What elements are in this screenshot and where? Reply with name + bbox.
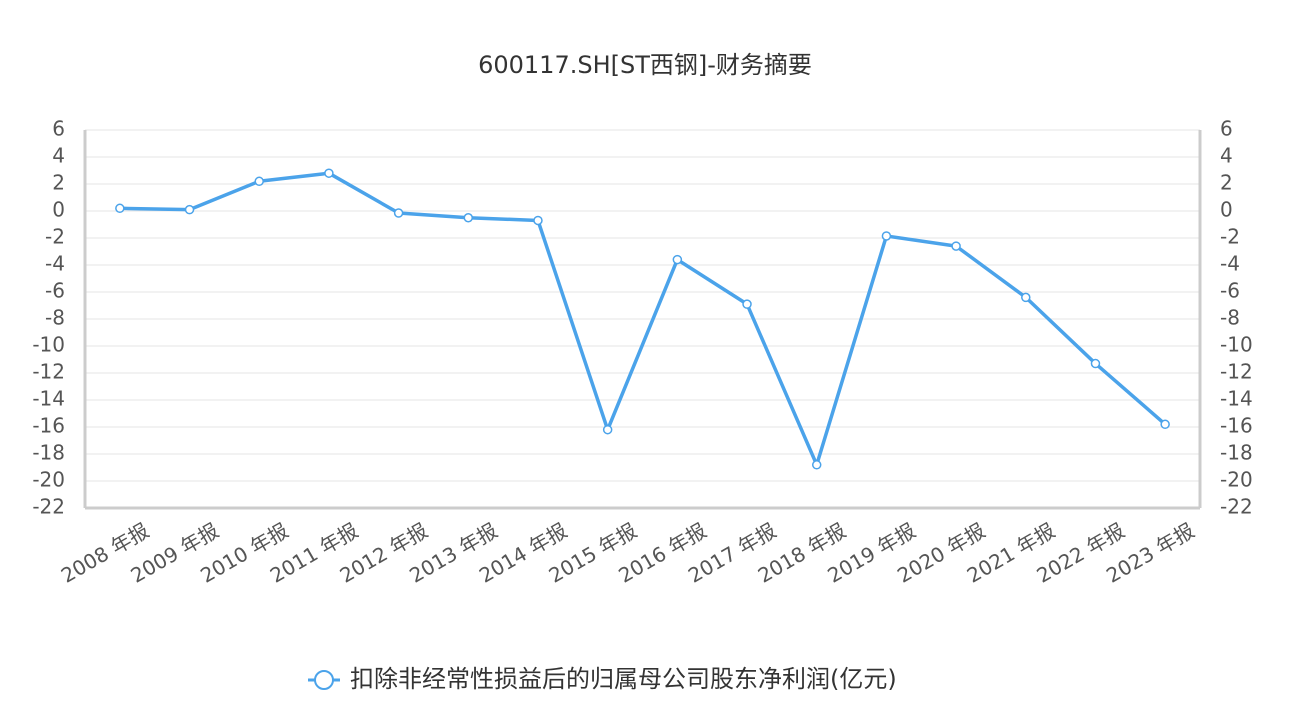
- y-tick-label: -6: [45, 279, 65, 303]
- point: [115, 203, 125, 214]
- y-tick-label: 6: [52, 117, 65, 141]
- y2-tick-label: -22: [1220, 495, 1253, 519]
- legend-item: 扣除非经常性损益后的归属母公司股东净利润(亿元): [308, 665, 897, 693]
- point: [393, 208, 404, 218]
- chart-title: 600117.SH[ST西钢]-财务摘要: [478, 51, 812, 79]
- y2-tick-label: -4: [1220, 252, 1240, 276]
- point: [672, 254, 683, 265]
- y2-tick-label: -14: [1220, 387, 1253, 411]
- y-tick-label: -8: [45, 306, 65, 330]
- y-tick-label: -10: [32, 333, 65, 357]
- y2-tick-label: -6: [1220, 279, 1240, 303]
- y-tick-label: -2: [45, 225, 65, 249]
- y2-tick-label: 4: [1220, 144, 1233, 168]
- point: [881, 231, 892, 241]
- line: [119, 171, 1167, 467]
- legend-label: 扣除非经常性损益后的归属母公司股东净利润(亿元): [350, 665, 897, 693]
- y2-tick-label: -20: [1220, 468, 1253, 492]
- y-tick-label: 0: [52, 198, 65, 222]
- point: [811, 460, 822, 470]
- point: [463, 213, 474, 223]
- point: [184, 204, 195, 215]
- point: [1021, 292, 1031, 303]
- y2-tick-label: -8: [1220, 306, 1240, 330]
- y-tick-label: -4: [45, 252, 65, 276]
- point: [742, 299, 752, 309]
- y2-tick-label: -16: [1220, 414, 1253, 438]
- y2-tick-label: 0: [1220, 198, 1233, 222]
- point: [254, 176, 264, 187]
- y2-tick-label: 6: [1220, 117, 1233, 141]
- y-tick-label: 2: [52, 171, 65, 195]
- y-tick-label: -12: [32, 360, 65, 384]
- y2-tick-label: -18: [1220, 441, 1253, 465]
- point: [1160, 419, 1170, 430]
- y-tick-label: -22: [32, 495, 65, 519]
- point: [1090, 358, 1101, 369]
- y-tick-label: -14: [32, 387, 65, 411]
- y-tick-label: -16: [32, 414, 65, 438]
- legend-marker: [314, 670, 334, 690]
- y2-tick-label: -12: [1220, 360, 1253, 384]
- y2-tick-label: 2: [1220, 171, 1233, 195]
- point: [951, 241, 961, 251]
- y-tick-label: -18: [32, 441, 65, 465]
- y-tick-label: -20: [32, 468, 65, 492]
- point: [324, 168, 334, 178]
- y-tick-label: 4: [52, 144, 65, 168]
- y2-tick-label: -10: [1220, 333, 1253, 357]
- y2-tick-label: -2: [1220, 225, 1240, 249]
- point: [602, 424, 613, 435]
- point: [533, 215, 543, 226]
